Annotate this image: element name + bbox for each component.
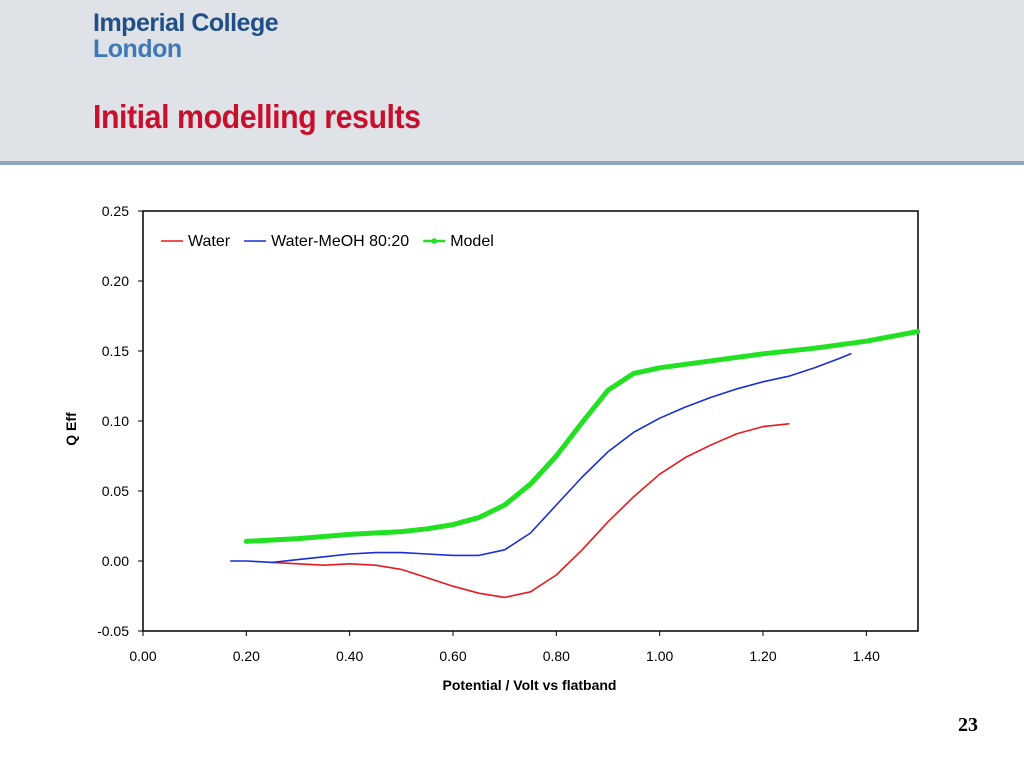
y-tick-label: 0.05 <box>102 483 129 499</box>
line-chart: -0.050.000.050.100.150.200.250.00 0.20 0.4… <box>63 203 920 693</box>
y-tick-label: 0.00 <box>102 553 129 569</box>
x-tick-label: 0.20 <box>233 648 260 664</box>
x-tick-label: 0.60 <box>439 648 466 664</box>
slide-title: Initial modelling results <box>93 98 421 135</box>
x-axis-label: Potential / Volt vs flatband <box>443 677 617 693</box>
x-tick-label: 0.40 <box>336 648 363 664</box>
chart-container: -0.05 0.00 0.05 0.10 0.15 0.20 0.25 0.00 0.20 0.4… <box>0 165 1024 705</box>
legend-label-water-meoh-80-20: Water-MeOH 80:20 <box>271 233 409 250</box>
y-tick-label: 0.20 <box>102 273 129 289</box>
page-number: 23 <box>958 714 978 736</box>
x-tick-label: 0.00 <box>129 648 156 664</box>
x-tick-label: 0.80 <box>543 648 570 664</box>
logo-line1: Imperial College <box>93 9 279 37</box>
x-tick-label: 1.20 <box>749 648 776 664</box>
series-line-water <box>271 422 790 599</box>
x-tick-label: 1.40 <box>853 648 880 664</box>
y-tick-label: 0.10 <box>102 413 129 429</box>
plot-layer: -0.050.000.050.100.150.200.250.00 0.20 0.4… <box>63 203 920 693</box>
series-line-model <box>243 328 920 544</box>
y-axis-label: Q Eff <box>63 412 79 446</box>
header-band: Imperial College London Initial modellin… <box>0 0 1024 165</box>
plot-frame <box>142 210 919 632</box>
imperial-college-logo: Imperial College London <box>93 9 279 63</box>
legend-label-water: Water <box>188 233 231 250</box>
legend-marker-model <box>431 238 438 244</box>
y-tick-label: 0.15 <box>102 343 129 359</box>
logo-line2: London <box>93 35 182 63</box>
y-tick-label: -0.05 <box>97 623 129 639</box>
x-tick-label: 1.00 <box>646 648 673 664</box>
series-line-water-meoh-80-20 <box>230 353 852 564</box>
legend-label-model: Model <box>450 233 494 250</box>
y-tick-label: 0.25 <box>102 203 129 219</box>
